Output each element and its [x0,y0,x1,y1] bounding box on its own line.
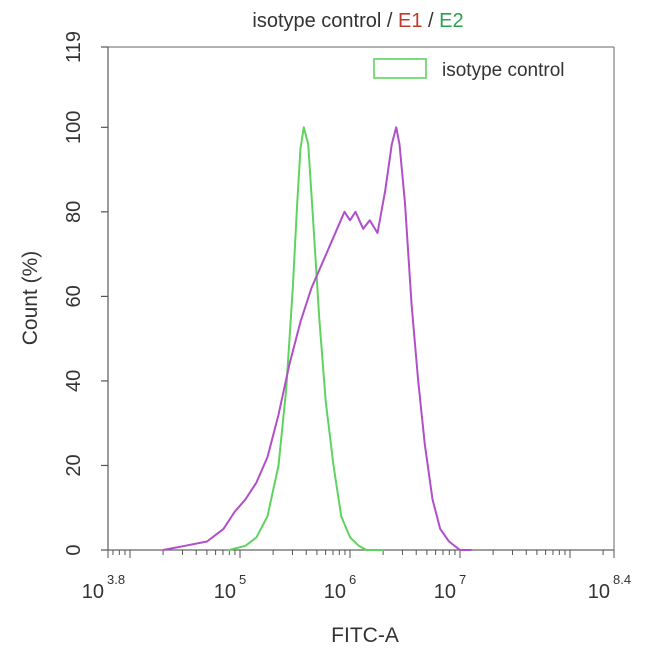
plot-area [107,46,615,551]
series-lines [162,126,472,551]
x-tick-label-exponent: 7 [459,572,466,587]
x-tick-label-base: 10 [82,581,104,603]
x-tick-label-base: 10 [324,581,346,603]
x-tick-label-base: 10 [214,581,236,603]
chart-title-part: / [381,10,398,32]
y-tick-label: 119 [63,31,85,63]
series-line-isotype-control [228,126,384,551]
y-axis-ticks: 0 20 40 60 80 100 119 [63,31,108,556]
x-tick-label-base: 10 [588,581,610,603]
legend-swatch-isotype-control [373,58,427,79]
x-tick-label-exponent: 8.4 [613,572,631,587]
x-tick-label-exponent: 3.8 [107,572,125,587]
chart-title-part: / [422,10,439,32]
chart-title: isotype control / E1 / E2 [252,10,463,32]
x-axis-label: FITC-A [331,624,399,647]
y-tick-label: 100 [63,111,85,144]
y-tick-label: 60 [63,285,85,307]
chart-title-part: isotype control [252,10,381,32]
x-tick-label-exponent: 5 [239,572,246,587]
chart-title-part: E1 [398,10,422,32]
x-tick-label-base: 10 [434,581,456,603]
y-tick-label: 0 [63,544,85,555]
y-tick-label: 20 [63,454,85,476]
legend-label: isotype control [442,60,565,81]
y-axis-label: Count (%) [19,251,42,346]
y-tick-label: 40 [63,370,85,392]
y-tick-label: 80 [63,201,85,223]
series-line-sample [162,126,472,551]
chart-title-part: E2 [439,10,463,32]
x-tick-label-exponent: 6 [349,572,356,587]
legend: isotype control [373,58,565,81]
